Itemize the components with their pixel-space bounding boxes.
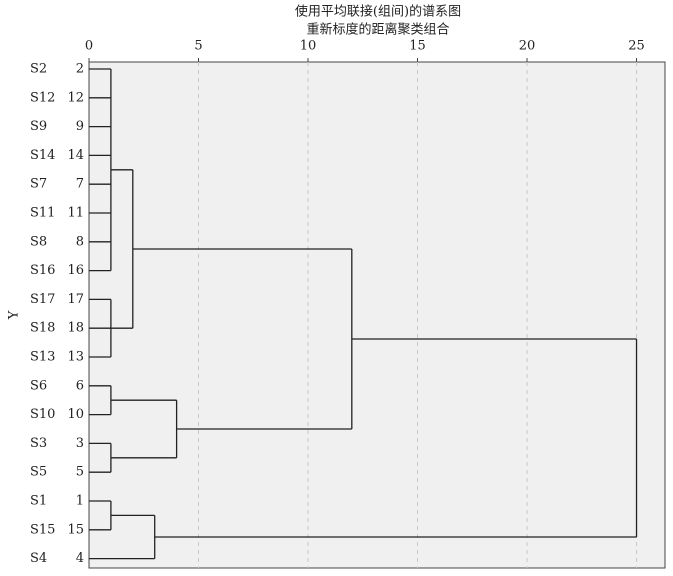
leaf-case: 5 bbox=[76, 465, 84, 480]
leaf-case: 15 bbox=[67, 522, 84, 537]
leaf-case: 13 bbox=[67, 350, 84, 365]
leaf-name: S4 bbox=[30, 551, 47, 566]
x-tick-label: 10 bbox=[300, 39, 317, 54]
x-tick-label: 20 bbox=[519, 39, 536, 54]
x-tick-label: 15 bbox=[409, 39, 426, 54]
leaf-case: 12 bbox=[67, 90, 84, 105]
x-tick-label: 5 bbox=[194, 39, 202, 54]
leaf-name: S14 bbox=[30, 148, 55, 163]
leaf-name: S7 bbox=[30, 177, 47, 192]
leaf-case: 1 bbox=[76, 494, 84, 509]
leaf-name: S3 bbox=[30, 436, 47, 451]
chart-subtitle: 重新标度的距离聚类组合 bbox=[306, 22, 449, 38]
chart-title: 使用平均联接(组间)的谱系图 bbox=[295, 4, 461, 20]
leaf-name: S1 bbox=[30, 494, 47, 509]
leaf-name: S6 bbox=[30, 378, 47, 393]
leaf-case: 14 bbox=[67, 148, 84, 163]
leaf-name: S12 bbox=[30, 90, 55, 105]
leaf-name: S11 bbox=[30, 206, 55, 221]
leaf-case: 6 bbox=[76, 378, 84, 393]
x-tick-label: 0 bbox=[85, 39, 93, 54]
leaf-case: 7 bbox=[76, 177, 84, 192]
leaf-case: 10 bbox=[67, 407, 84, 422]
leaf-name: S9 bbox=[30, 119, 47, 134]
leaf-name: S17 bbox=[30, 292, 55, 307]
x-tick-label: 25 bbox=[628, 39, 645, 54]
leaf-name: S13 bbox=[30, 350, 55, 365]
leaf-case: 18 bbox=[67, 321, 84, 336]
leaf-case: 16 bbox=[67, 263, 84, 278]
leaf-case: 2 bbox=[76, 62, 84, 77]
leaf-name: S5 bbox=[30, 465, 47, 480]
leaf-name: S18 bbox=[30, 321, 55, 336]
leaf-case: 3 bbox=[76, 436, 84, 451]
leaf-case: 9 bbox=[76, 119, 84, 134]
y-axis-label: Y bbox=[7, 310, 22, 320]
leaf-case: 8 bbox=[76, 234, 84, 249]
leaf-name: S15 bbox=[30, 522, 55, 537]
leaf-name: S8 bbox=[30, 234, 47, 249]
leaf-case: 4 bbox=[76, 551, 84, 566]
leaf-name: S16 bbox=[30, 263, 55, 278]
plot-area bbox=[88, 61, 666, 569]
leaf-case: 11 bbox=[67, 206, 84, 221]
leaf-name: S10 bbox=[30, 407, 55, 422]
leaf-case: 17 bbox=[67, 292, 84, 307]
leaf-name: S2 bbox=[30, 62, 47, 77]
